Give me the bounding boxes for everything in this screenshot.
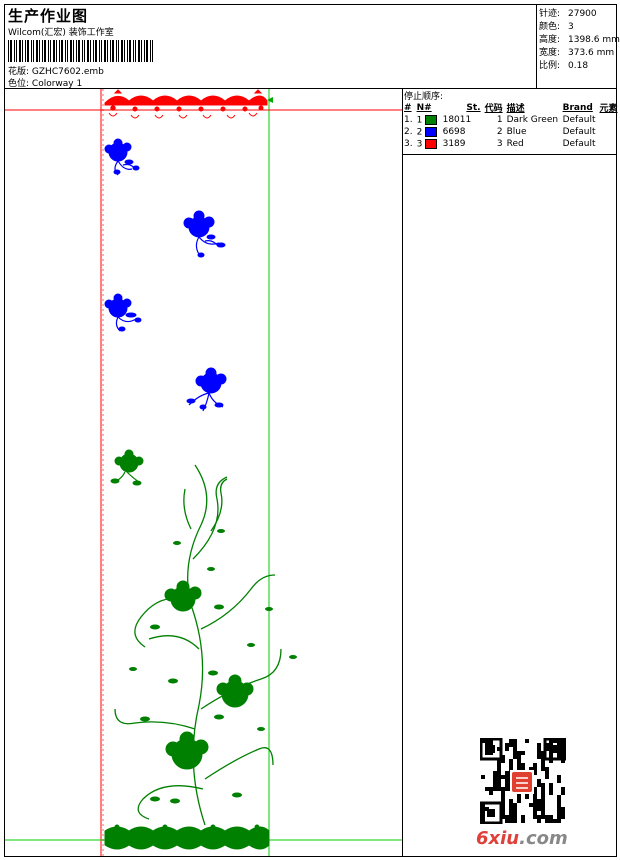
barcode — [8, 40, 153, 62]
stop-sequence-title: 停止顺序: — [404, 92, 444, 102]
panel-divider — [402, 88, 403, 857]
green-spray-leaves — [129, 529, 297, 804]
sheet-title: 生产作业图 — [8, 7, 89, 25]
watermark-logo: 6xiu.com — [476, 828, 568, 849]
spec-colors: 颜色: 3 — [539, 22, 574, 32]
bottom-green-lace-border — [104, 824, 270, 850]
spec-scale: 比例: 0.18 — [539, 61, 589, 71]
start-marker — [267, 97, 273, 103]
header-divider — [4, 88, 617, 89]
spec-height: 高度: 1398.6 mm — [539, 35, 620, 45]
qr-code — [480, 738, 566, 824]
design-file-label: 花版: — [8, 67, 30, 77]
design-file-line: 花版: GZHC7602.emb — [8, 64, 104, 77]
col-stitches: St. — [466, 102, 481, 113]
spec-panel: 针迹: 27900 颜色: 3 高度: 1398.6 mm 宽度: 373.6 mm 比… — [536, 4, 620, 88]
design-file-value: GZHC7602.emb — [31, 67, 104, 77]
company-name: Wilcom(汇宏) 装饰工作室 — [8, 28, 114, 38]
blue-flower-1 — [104, 138, 140, 176]
blue-flower-2 — [183, 210, 226, 258]
blue-flower-3 — [104, 293, 142, 332]
blue-flower-4 — [186, 367, 227, 412]
green-spray-blossoms — [164, 580, 254, 770]
color-swatch — [425, 114, 438, 125]
embroidery-preview — [5, 89, 402, 856]
header-left: 生产作业图 Wilcom(汇宏) 装饰工作室 花版: GZHC7602.emb … — [4, 4, 536, 89]
stop-sequence-table: # N# St. 代码 描述 Brand 元素 1. 1 18011 1 Dar… — [402, 101, 620, 150]
colorway-value: Colorway 1 — [31, 79, 83, 89]
col-description: 描述 — [506, 104, 525, 114]
sheet-frame — [4, 4, 617, 857]
green-flower-small — [110, 449, 144, 486]
color-swatch — [425, 126, 438, 137]
col-brand: Brand — [562, 102, 593, 113]
table-row: 1. 1 18011 1 Dark Green Default — [404, 114, 596, 126]
col-code: 代码 — [484, 104, 503, 114]
col-index: # — [404, 102, 412, 113]
stop-table-divider — [402, 154, 617, 155]
spec-stitches: 针迹: 27900 — [539, 9, 597, 19]
spec-width: 宽度: 373.6 mm — [539, 48, 615, 58]
col-needle: N# — [416, 102, 432, 113]
color-swatch — [425, 138, 438, 149]
top-red-lace-border — [104, 89, 268, 119]
colorway-label: 色位: — [8, 79, 30, 89]
colorway-line: 色位: Colorway 1 — [8, 76, 82, 89]
table-row: 2. 2 6698 2 Blue Default — [404, 126, 596, 138]
stop-table-header: # N# St. 代码 描述 Brand 元素 — [402, 101, 620, 115]
green-floral-spray — [114, 464, 282, 826]
col-element: 元素 — [599, 104, 618, 114]
table-row: 3. 3 3189 3 Red Default — [404, 138, 596, 150]
